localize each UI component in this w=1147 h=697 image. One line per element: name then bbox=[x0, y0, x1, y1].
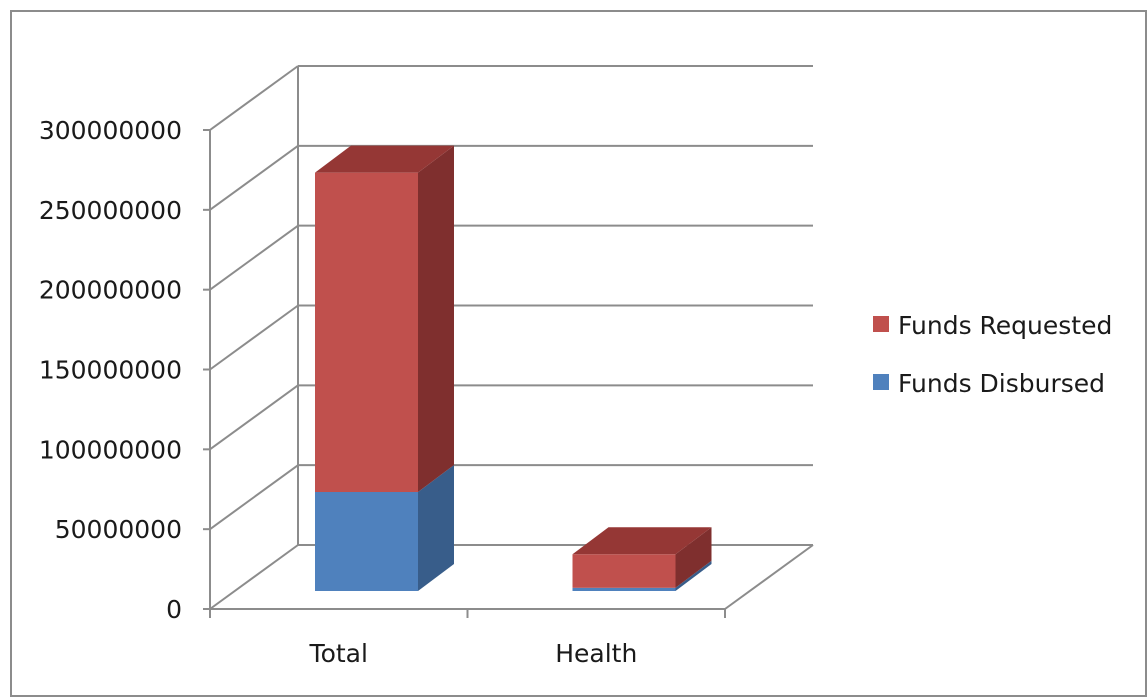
bar-front-face bbox=[315, 492, 418, 591]
y-tick-label-3: 150000000 bbox=[39, 356, 182, 385]
y-tick-label-0: 0 bbox=[166, 595, 182, 624]
bar-health-funds-requested bbox=[572, 527, 712, 588]
y-tick-label-6: 300000000 bbox=[39, 116, 182, 145]
x-category-label-0: Total bbox=[309, 639, 368, 668]
legend-swatch-0 bbox=[873, 316, 889, 332]
gridline-side-4 bbox=[209, 224, 299, 291]
y-axis: 0 50000000 100000000 150000000 200000000 2500… bbox=[39, 116, 211, 624]
gridline-side-6 bbox=[209, 65, 299, 131]
y-tick-label-5: 250000000 bbox=[39, 196, 182, 225]
floor-right-edge bbox=[724, 544, 814, 610]
bar-top-face bbox=[315, 145, 454, 173]
x-axis: Total Health bbox=[209, 608, 726, 668]
gridline-side-2 bbox=[209, 384, 299, 451]
gridlines bbox=[209, 65, 813, 610]
bar-front-face bbox=[572, 587, 676, 591]
legend-label-1: Funds Disbursed bbox=[898, 369, 1105, 398]
bar-top-face bbox=[572, 527, 712, 555]
y-tick-label-2: 100000000 bbox=[39, 435, 182, 464]
bar-side-face bbox=[418, 145, 454, 493]
gridline-side-3 bbox=[209, 304, 299, 371]
gridline-side-5 bbox=[209, 145, 299, 211]
gridline-side-0 bbox=[209, 544, 299, 610]
x-category-label-1: Health bbox=[555, 639, 637, 668]
bar-side-face bbox=[675, 527, 712, 588]
bar-health-funds-disbursed bbox=[572, 560, 712, 591]
legend-label-0: Funds Requested bbox=[898, 311, 1112, 340]
legend-swatch-1 bbox=[873, 374, 889, 390]
y-tick-label-4: 200000000 bbox=[39, 276, 182, 305]
bar-side-face bbox=[418, 465, 454, 591]
bar-side-face bbox=[675, 560, 712, 591]
bar-total-funds-requested bbox=[315, 145, 454, 493]
bar-total-funds-disbursed bbox=[315, 465, 454, 591]
bar-front-face bbox=[572, 554, 676, 588]
y-tick-label-1: 50000000 bbox=[55, 515, 182, 544]
legend: Funds Requested Funds Disbursed bbox=[873, 311, 1112, 398]
bar-front-face bbox=[315, 172, 418, 493]
gridline-side-1 bbox=[209, 464, 299, 530]
bars bbox=[315, 145, 712, 591]
